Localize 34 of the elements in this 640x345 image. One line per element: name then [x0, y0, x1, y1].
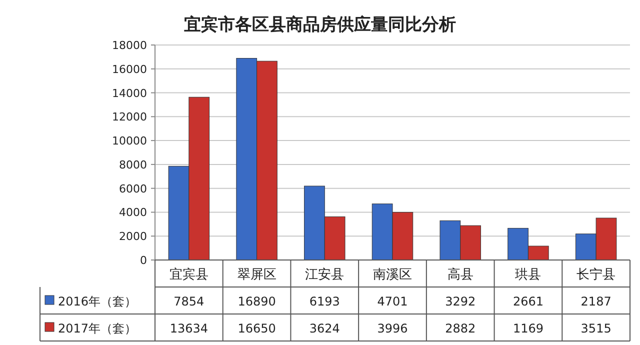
x-tick-label: 珙县 [515, 268, 542, 282]
x-tick-label: 江安县 [305, 266, 344, 282]
legend-label: 2016年（套） [58, 294, 137, 308]
y-tick-label: 10000 [112, 134, 147, 148]
data-label: 3996 [377, 322, 408, 336]
data-label: 3292 [445, 294, 476, 308]
data-label: 4701 [377, 294, 408, 308]
x-tick-label: 翠屏区 [237, 268, 276, 282]
data-label: 3624 [309, 322, 340, 336]
y-tick-label: 12000 [112, 110, 147, 124]
y-tick-label: 0 [140, 254, 147, 267]
y-tick-label: 6000 [119, 182, 147, 196]
chart-title: 宜宾市各区县商品房供应量同比分析 [184, 15, 456, 35]
y-tick-label: 8000 [119, 158, 147, 172]
data-label: 7854 [174, 294, 204, 308]
y-tick-label: 2000 [119, 230, 147, 244]
y-tick-label: 16000 [112, 62, 147, 76]
legend-label: 2017年（套） [58, 322, 137, 336]
data-label: 2661 [512, 294, 544, 308]
data-label: 2187 [580, 294, 612, 308]
data-label: 2882 [445, 322, 476, 336]
y-tick-label: 14000 [112, 86, 147, 100]
data-label: 16890 [238, 294, 276, 308]
data-label: 6193 [309, 294, 340, 308]
y-tick-label: 18000 [112, 39, 147, 52]
y-tick-label: 4000 [119, 206, 147, 220]
data-label: 16650 [238, 322, 276, 336]
x-tick-label: 高县 [447, 266, 474, 282]
x-tick-label: 南溪区 [373, 268, 412, 282]
x-tick-label: 长宁县 [576, 266, 616, 282]
data-label: 3515 [580, 322, 612, 336]
data-label: 13634 [170, 322, 208, 336]
x-tick-label: 宜宾县 [169, 266, 208, 282]
data-label: 1169 [512, 322, 544, 336]
